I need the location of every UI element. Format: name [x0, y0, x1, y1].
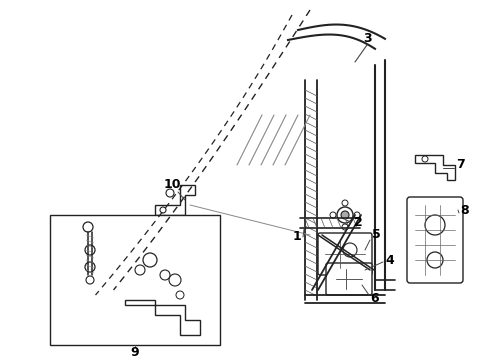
Circle shape — [135, 265, 145, 275]
Circle shape — [427, 252, 443, 268]
Circle shape — [160, 207, 166, 213]
Circle shape — [342, 224, 348, 230]
Circle shape — [166, 189, 174, 197]
Circle shape — [342, 200, 348, 206]
Text: 9: 9 — [131, 346, 139, 359]
Circle shape — [341, 211, 349, 219]
Bar — [50, 215, 220, 345]
FancyBboxPatch shape — [407, 197, 463, 283]
Circle shape — [160, 270, 170, 280]
Text: 2: 2 — [354, 216, 363, 229]
Circle shape — [85, 245, 95, 255]
Circle shape — [85, 262, 95, 272]
Circle shape — [425, 215, 445, 235]
Circle shape — [86, 276, 94, 284]
Circle shape — [169, 274, 181, 286]
Text: 3: 3 — [363, 31, 371, 45]
Circle shape — [83, 222, 93, 232]
FancyBboxPatch shape — [326, 263, 372, 295]
Circle shape — [337, 207, 353, 223]
Polygon shape — [155, 185, 195, 215]
Text: 7: 7 — [456, 158, 465, 171]
Circle shape — [330, 212, 336, 218]
Circle shape — [354, 212, 360, 218]
Polygon shape — [125, 300, 200, 335]
Text: 1: 1 — [293, 230, 301, 243]
Circle shape — [422, 156, 428, 162]
Text: 8: 8 — [461, 203, 469, 216]
Circle shape — [176, 291, 184, 299]
Text: 6: 6 — [371, 292, 379, 305]
Polygon shape — [415, 155, 455, 180]
Text: 4: 4 — [386, 253, 394, 266]
Circle shape — [343, 243, 357, 257]
Circle shape — [143, 253, 157, 267]
Text: 10: 10 — [163, 179, 181, 192]
Text: 5: 5 — [371, 229, 380, 242]
FancyBboxPatch shape — [318, 233, 372, 275]
